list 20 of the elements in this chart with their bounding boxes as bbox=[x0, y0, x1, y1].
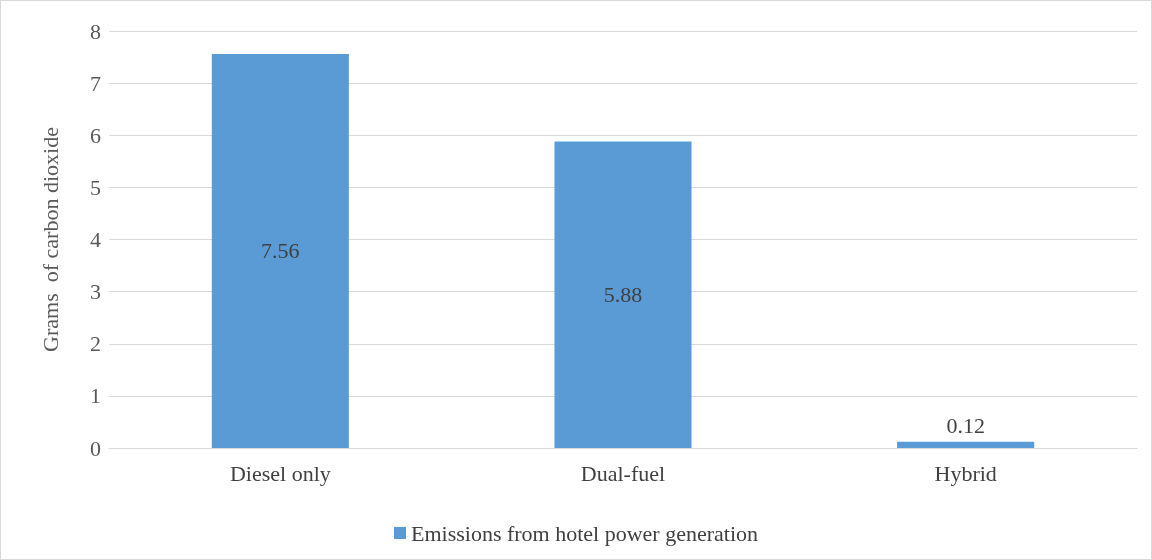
y-tick-label: 8 bbox=[90, 18, 101, 44]
x-tick-label: Hybrid bbox=[934, 460, 997, 486]
legend-label: Emissions from hotel power generation bbox=[410, 520, 759, 546]
y-tick-label: 1 bbox=[90, 383, 101, 409]
y-axis-title: Grams of carbon dioxide bbox=[37, 127, 63, 352]
data-label: 7.56 bbox=[261, 238, 300, 264]
y-tick-label: 0 bbox=[90, 435, 101, 461]
y-tick-label: 2 bbox=[90, 331, 101, 357]
y-tick-label: 6 bbox=[90, 122, 101, 148]
data-label: 5.88 bbox=[603, 282, 643, 308]
y-tick-label: 7 bbox=[90, 70, 101, 96]
bar bbox=[554, 141, 692, 448]
bar bbox=[211, 53, 349, 448]
y-tick-label: 4 bbox=[90, 227, 101, 252]
bar bbox=[897, 441, 1035, 448]
data-label: 0.12 bbox=[946, 413, 985, 439]
y-tick-label: 3 bbox=[90, 279, 101, 305]
x-tick-label: Dual-fuel bbox=[580, 460, 666, 486]
y-tick-label: 5 bbox=[90, 174, 101, 200]
x-tick-label: Diesel only bbox=[229, 460, 331, 486]
